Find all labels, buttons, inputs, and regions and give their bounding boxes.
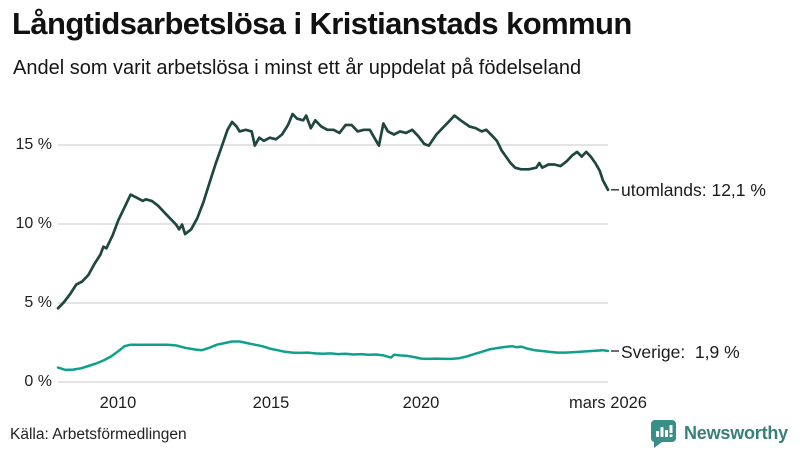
newsworthy-logo-text: Newsworthy bbox=[683, 422, 788, 443]
gridline-0pct bbox=[58, 381, 608, 383]
newsworthy-logo[interactable]: Newsworthy bbox=[650, 418, 788, 448]
utomlands-line bbox=[56, 112, 610, 310]
page-title: Långtidsarbetslösa i Kristianstads kommu… bbox=[12, 6, 632, 41]
gridline-5pct bbox=[58, 302, 608, 304]
utomlands-series-label: utomlands: 12,1 % bbox=[621, 180, 766, 200]
bar-chart-speech-bubble-icon bbox=[650, 419, 676, 448]
x-axis-label-mars-2026: mars 2026 bbox=[569, 394, 647, 412]
x-axis-label-2020: 2020 bbox=[402, 394, 440, 412]
x-axis-label-2015: 2015 bbox=[252, 394, 290, 412]
sverige-series-label: Sverige: 1,9 % bbox=[621, 342, 740, 362]
y-axis-label-5: 5 % bbox=[24, 294, 52, 311]
page-subtitle: Andel som varit arbetslösa i minst ett å… bbox=[13, 57, 582, 79]
y-axis-label-10: 10 % bbox=[15, 215, 52, 232]
gridline-10pct bbox=[58, 223, 608, 225]
y-axis-label-0: 0 % bbox=[24, 373, 52, 390]
sverige-line bbox=[56, 340, 610, 372]
gridline-15pct bbox=[58, 144, 608, 146]
x-axis-label-2010: 2010 bbox=[99, 394, 137, 412]
source-text: Källa: Arbetsförmedlingen bbox=[10, 426, 187, 443]
y-axis-label-15: 15 % bbox=[15, 136, 52, 153]
